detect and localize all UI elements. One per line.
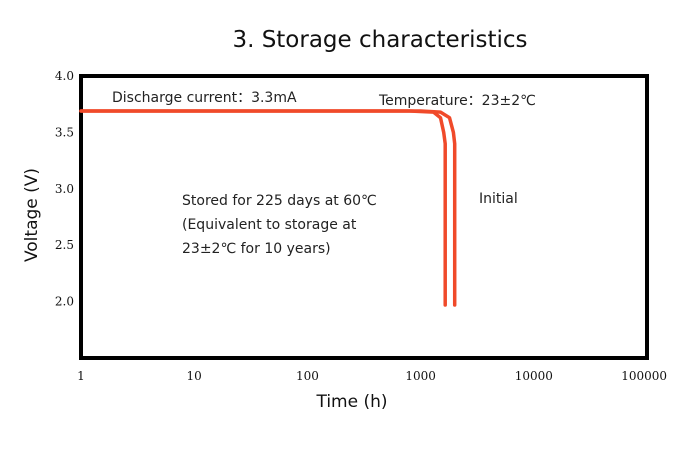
x-axis-label: Time (h) (315, 392, 387, 412)
y-tick-label: 2.0 (55, 295, 74, 309)
discharge-current-annotation: Discharge current：3.3mA (112, 90, 297, 106)
plot-frame (79, 74, 649, 360)
temperature-annotation: Temperature：23±2℃ (378, 93, 536, 109)
chart-title: 3. Storage characteristics (232, 27, 527, 53)
y-axis-label: Voltage (V) (22, 168, 42, 262)
x-tick-label: 10 (187, 369, 202, 383)
stored-annotation-line-1: Stored for 225 days at 60℃ (182, 193, 377, 209)
y-tick-label: 3.5 (55, 125, 74, 139)
x-tick-label: 100 (296, 369, 319, 383)
initial-annotation: Initial (479, 191, 518, 207)
y-tick-label: 2.5 (55, 238, 74, 252)
x-tick-label: 10000 (515, 369, 553, 383)
series-layer (79, 109, 457, 307)
series-line-initial (79, 109, 457, 307)
y-tick-label: 3.0 (55, 182, 74, 196)
x-tick-label: 100000 (621, 369, 667, 383)
y-tick-labels: 4.0 3.5 3.0 2.5 2.0 (55, 69, 74, 309)
x-tick-label: 1000 (405, 369, 436, 383)
y-tick-label: 4.0 (55, 69, 74, 83)
stored-annotation-line-2: (Equivalent to storage at (182, 217, 357, 233)
x-tick-labels: 1 10 100 1000 10000 100000 (77, 369, 667, 383)
stored-annotation-line-3: 23±2℃ for 10 years) (182, 241, 331, 257)
x-tick-label: 1 (77, 369, 85, 383)
